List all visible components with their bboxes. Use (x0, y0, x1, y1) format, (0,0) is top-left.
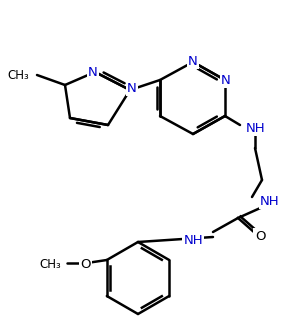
Text: O: O (81, 258, 91, 270)
Text: N: N (188, 55, 198, 67)
Text: NH: NH (260, 195, 280, 207)
Text: NH: NH (246, 122, 266, 134)
Text: O: O (255, 229, 265, 243)
Text: CH₃: CH₃ (39, 258, 61, 270)
Text: N: N (88, 66, 98, 78)
Text: CH₃: CH₃ (7, 68, 29, 81)
Text: N: N (221, 73, 231, 86)
Text: NH: NH (183, 233, 203, 247)
Text: N: N (127, 81, 137, 94)
